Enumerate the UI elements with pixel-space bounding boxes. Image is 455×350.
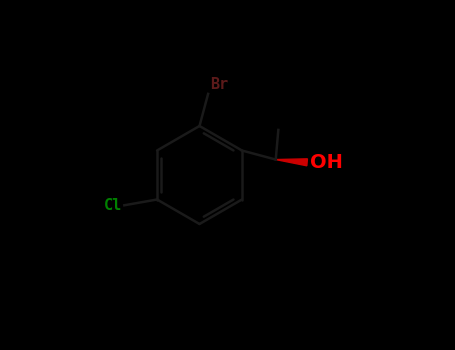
Text: OH: OH [310,153,343,172]
Polygon shape [276,159,308,166]
Text: Br: Br [210,77,228,92]
Text: Cl: Cl [104,198,122,213]
